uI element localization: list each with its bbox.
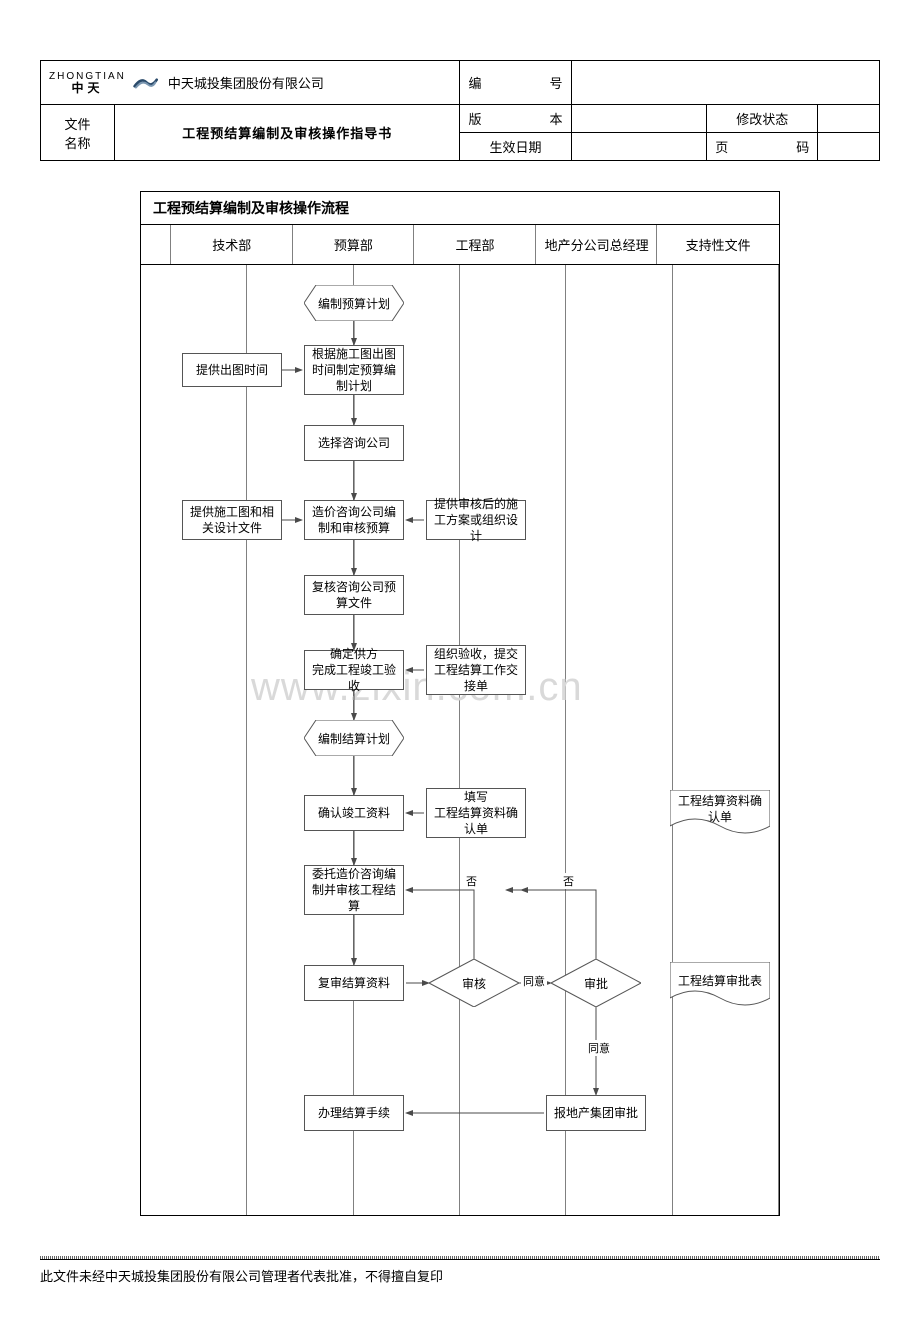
node-p4: 造价咨询公司编制和审核预算	[304, 500, 404, 540]
node-p6: 确定供方 完成工程竣工验收	[304, 650, 404, 690]
field-xiugai-value	[818, 105, 880, 133]
node-r1: 报地产集团审批	[546, 1095, 646, 1131]
lane-header-1: 预算部	[293, 225, 415, 264]
file-name-label: 文件名称	[41, 105, 115, 161]
field-banben-label: 版 本	[460, 105, 571, 133]
field-bianhao-label: 编 号	[460, 61, 571, 105]
node-t1: 提供出图时间	[182, 353, 282, 387]
field-shengxiao-value	[571, 133, 707, 161]
field-bianhao-value	[571, 61, 880, 105]
edge-yes-1: 同意	[521, 973, 547, 989]
field-yema-label: 页 码	[707, 133, 818, 161]
edge-yes-2: 同意	[586, 1040, 612, 1056]
node-e2: 组织验收，提交工程结算工作交接单	[426, 645, 526, 695]
flowchart: 工程预结算编制及审核操作流程 技术部 预算部 工程部 地产分公司总经理 支持性文…	[140, 191, 780, 1216]
logo-cell: ZHONGTIAN 中天 中天城投集团股份有限公司	[41, 61, 460, 105]
field-xiugai-label: 修改状态	[707, 105, 818, 133]
edge-no-1: 否	[464, 873, 479, 889]
lane-4	[673, 265, 779, 1215]
node-d2: 审批	[551, 959, 641, 1007]
logo-icon	[132, 74, 158, 92]
node-p9: 委托造价咨询编制并审核工程结算	[304, 865, 404, 915]
lane-header-0: 技术部	[171, 225, 293, 264]
node-p11: 办理结算手续	[304, 1095, 404, 1131]
node-e1: 提供审核后的施工方案或组织设计	[426, 500, 526, 540]
node-d1: 审核	[429, 959, 519, 1007]
doc-title: 工程预结算编制及审核操作指导书	[115, 105, 460, 161]
lane-header-3: 地产分公司总经理	[536, 225, 658, 264]
flow-title: 工程预结算编制及审核操作流程	[141, 192, 779, 225]
node-e3: 填写 工程结算资料确认单	[426, 788, 526, 838]
logo-en: ZHONGTIAN	[49, 72, 126, 82]
node-doc2: 工程结算审批表	[670, 962, 770, 1008]
node-doc1: 工程结算资料确认单	[670, 790, 770, 836]
footer-text: 此文件未经中天城投集团股份有限公司管理者代表批准，不得擅自复印	[40, 1260, 880, 1285]
lane-2	[460, 265, 566, 1215]
node-p8: 确认竣工资料	[304, 795, 404, 831]
swim-header: 技术部 预算部 工程部 地产分公司总经理 支持性文件	[141, 225, 779, 265]
node-p10: 复审结算资料	[304, 965, 404, 1001]
node-p2: 根据施工图出图时间制定预算编制计划	[304, 345, 404, 395]
node-p3: 选择咨询公司	[304, 425, 404, 461]
swim-spacer	[141, 225, 171, 264]
lane-header-4: 支持性文件	[657, 225, 779, 264]
lane-header-2: 工程部	[414, 225, 536, 264]
swim-body: www.zixin.com.cn	[141, 265, 779, 1215]
node-p7: 编制结算计划	[304, 720, 404, 756]
node-p5: 复核咨询公司预算文件	[304, 575, 404, 615]
node-t2: 提供施工图和相关设计文件	[182, 500, 282, 540]
header-table: ZHONGTIAN 中天 中天城投集团股份有限公司 编 号 文件名称 工程预结算…	[40, 60, 880, 161]
field-shengxiao-label: 生效日期	[460, 133, 571, 161]
lane-3	[566, 265, 672, 1215]
field-banben-value	[571, 105, 707, 133]
edge-no-2: 否	[561, 873, 576, 889]
swim-spacer-body	[141, 265, 247, 1215]
logo-cn: 中天	[71, 82, 103, 94]
field-yema-value	[818, 133, 880, 161]
company-name: 中天城投集团股份有限公司	[168, 73, 324, 92]
node-p1: 编制预算计划	[304, 285, 404, 321]
